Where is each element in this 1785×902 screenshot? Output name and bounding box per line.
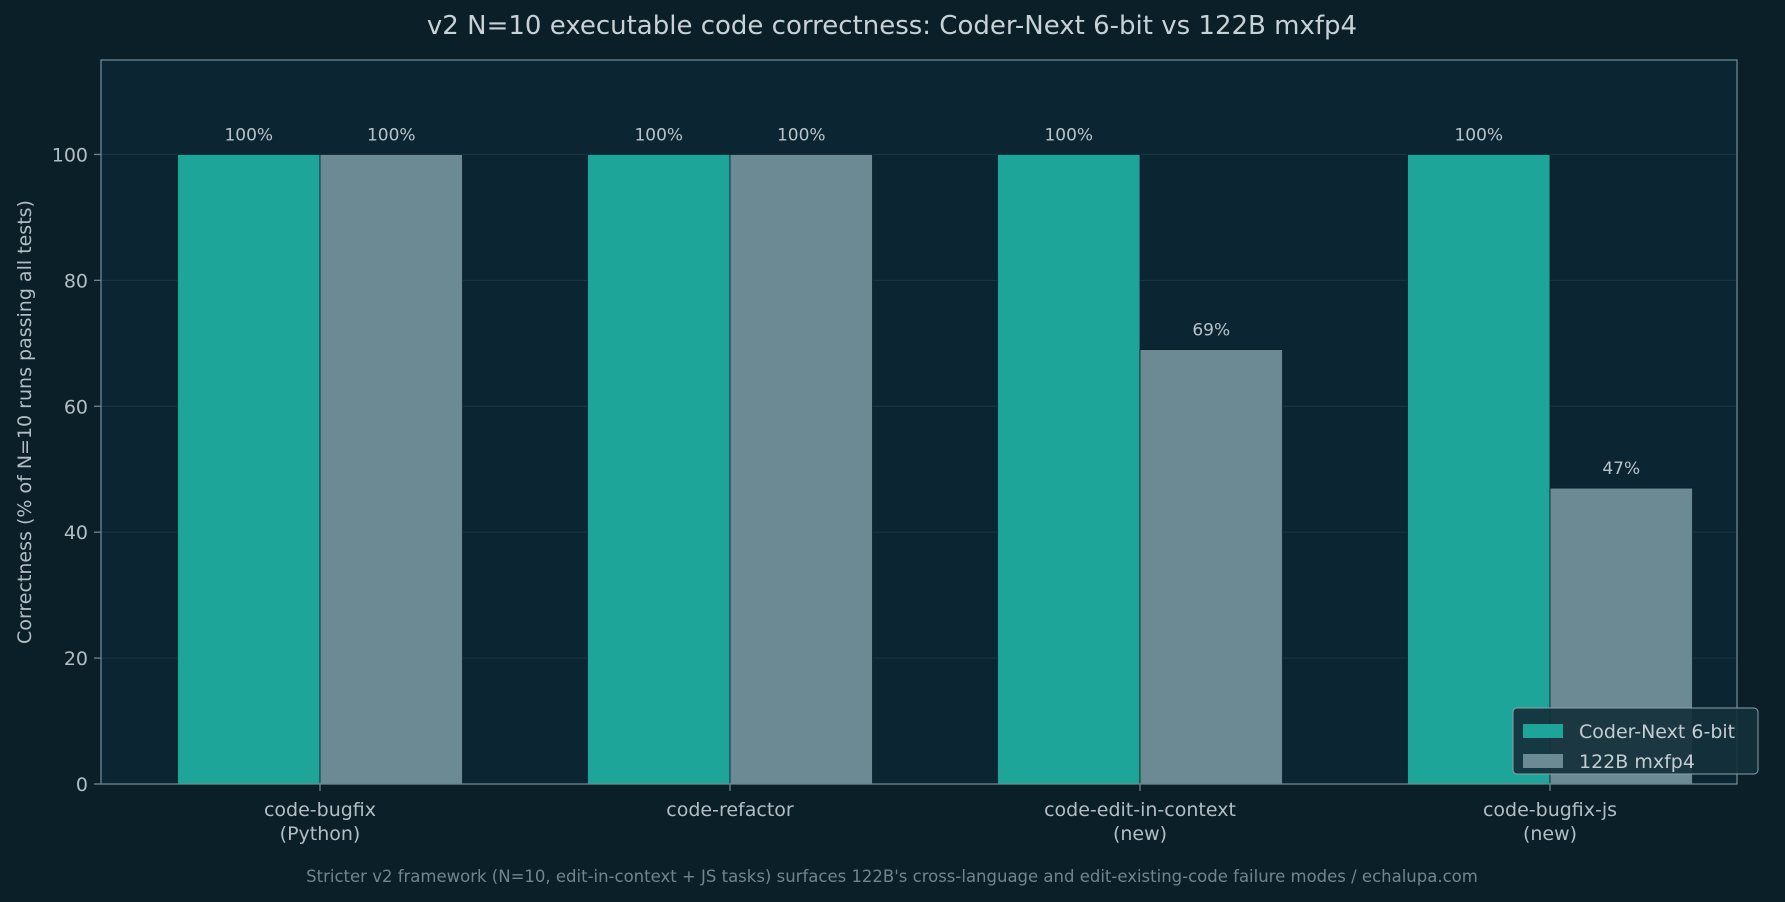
- y-tick-label: 40: [64, 522, 88, 544]
- bar-value-label: 47%: [1602, 459, 1640, 479]
- x-tick-label-line: (Python): [280, 823, 361, 845]
- y-axis: 0 20 40 60 80 100: [52, 144, 101, 796]
- y-tick-label: 20: [64, 648, 88, 670]
- bar-122b-1: [729, 154, 873, 785]
- legend-label: 122B mxfp4: [1579, 751, 1695, 773]
- y-axis-label: Correctness (% of N=10 runs passing all …: [14, 200, 36, 644]
- x-axis: code-bugfix (Python) code-refactor code-edi…: [264, 784, 1617, 845]
- bar-coder-next-1: [587, 154, 731, 785]
- bar-value-label: 100%: [1044, 125, 1093, 145]
- bar-122b-2: [1139, 349, 1283, 785]
- legend-label: Coder-Next 6-bit: [1579, 721, 1735, 743]
- x-tick-label: code-bugfix-js (new): [1483, 799, 1617, 845]
- bar-coder-next-2: [997, 154, 1141, 785]
- x-tick-label-line: code-bugfix: [264, 799, 376, 821]
- x-tick-label: code-edit-in-context (new): [1044, 799, 1236, 845]
- x-tick-label-line: code-edit-in-context: [1044, 799, 1236, 821]
- x-tick-label-line: code-bugfix-js: [1483, 799, 1617, 821]
- chart-caption: Stricter v2 framework (N=10, edit-in-con…: [306, 867, 1478, 886]
- bar-coder-next-3: [1407, 154, 1551, 785]
- legend-swatch: [1523, 754, 1563, 768]
- plot-frame: [100, 59, 1738, 785]
- bar-value-labels: 100% 100% 100% 100% 100% 69% 100% 47%: [224, 125, 1640, 479]
- legend-swatch: [1523, 724, 1563, 738]
- bar-value-label: 100%: [777, 125, 826, 145]
- y-tick-label: 60: [64, 396, 88, 418]
- x-tick-label-line: (new): [1523, 823, 1577, 845]
- bar-value-label: 100%: [367, 125, 416, 145]
- x-tick-label: code-refactor: [666, 799, 794, 821]
- bars: [177, 154, 1693, 785]
- bar-122b-0: [319, 154, 463, 785]
- bar-value-label: 100%: [1454, 125, 1503, 145]
- bar-value-label: 69%: [1192, 321, 1230, 341]
- bar-value-label: 100%: [634, 125, 683, 145]
- legend: Coder-Next 6-bit 122B mxfp4: [1512, 707, 1759, 775]
- x-tick-label: code-bugfix (Python): [264, 799, 376, 845]
- chart-title: v2 N=10 executable code correctness: Cod…: [427, 11, 1357, 41]
- legend-box: [1512, 707, 1759, 775]
- y-tick-label: 100: [52, 144, 88, 166]
- x-tick-label-line: code-refactor: [666, 799, 794, 821]
- x-tick-label-line: (new): [1113, 823, 1167, 845]
- y-tick-label: 0: [76, 774, 88, 796]
- y-tick-label: 80: [64, 270, 88, 292]
- bar-value-label: 100%: [224, 125, 273, 145]
- bar-coder-next-0: [177, 154, 321, 785]
